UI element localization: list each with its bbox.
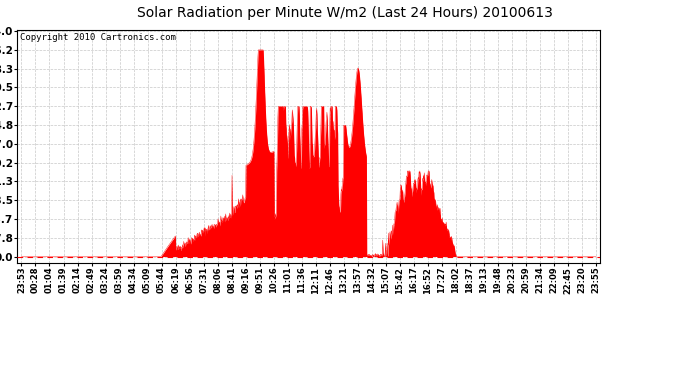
Text: Solar Radiation per Minute W/m2 (Last 24 Hours) 20100613: Solar Radiation per Minute W/m2 (Last 24… — [137, 6, 553, 20]
Text: Copyright 2010 Cartronics.com: Copyright 2010 Cartronics.com — [20, 33, 176, 42]
